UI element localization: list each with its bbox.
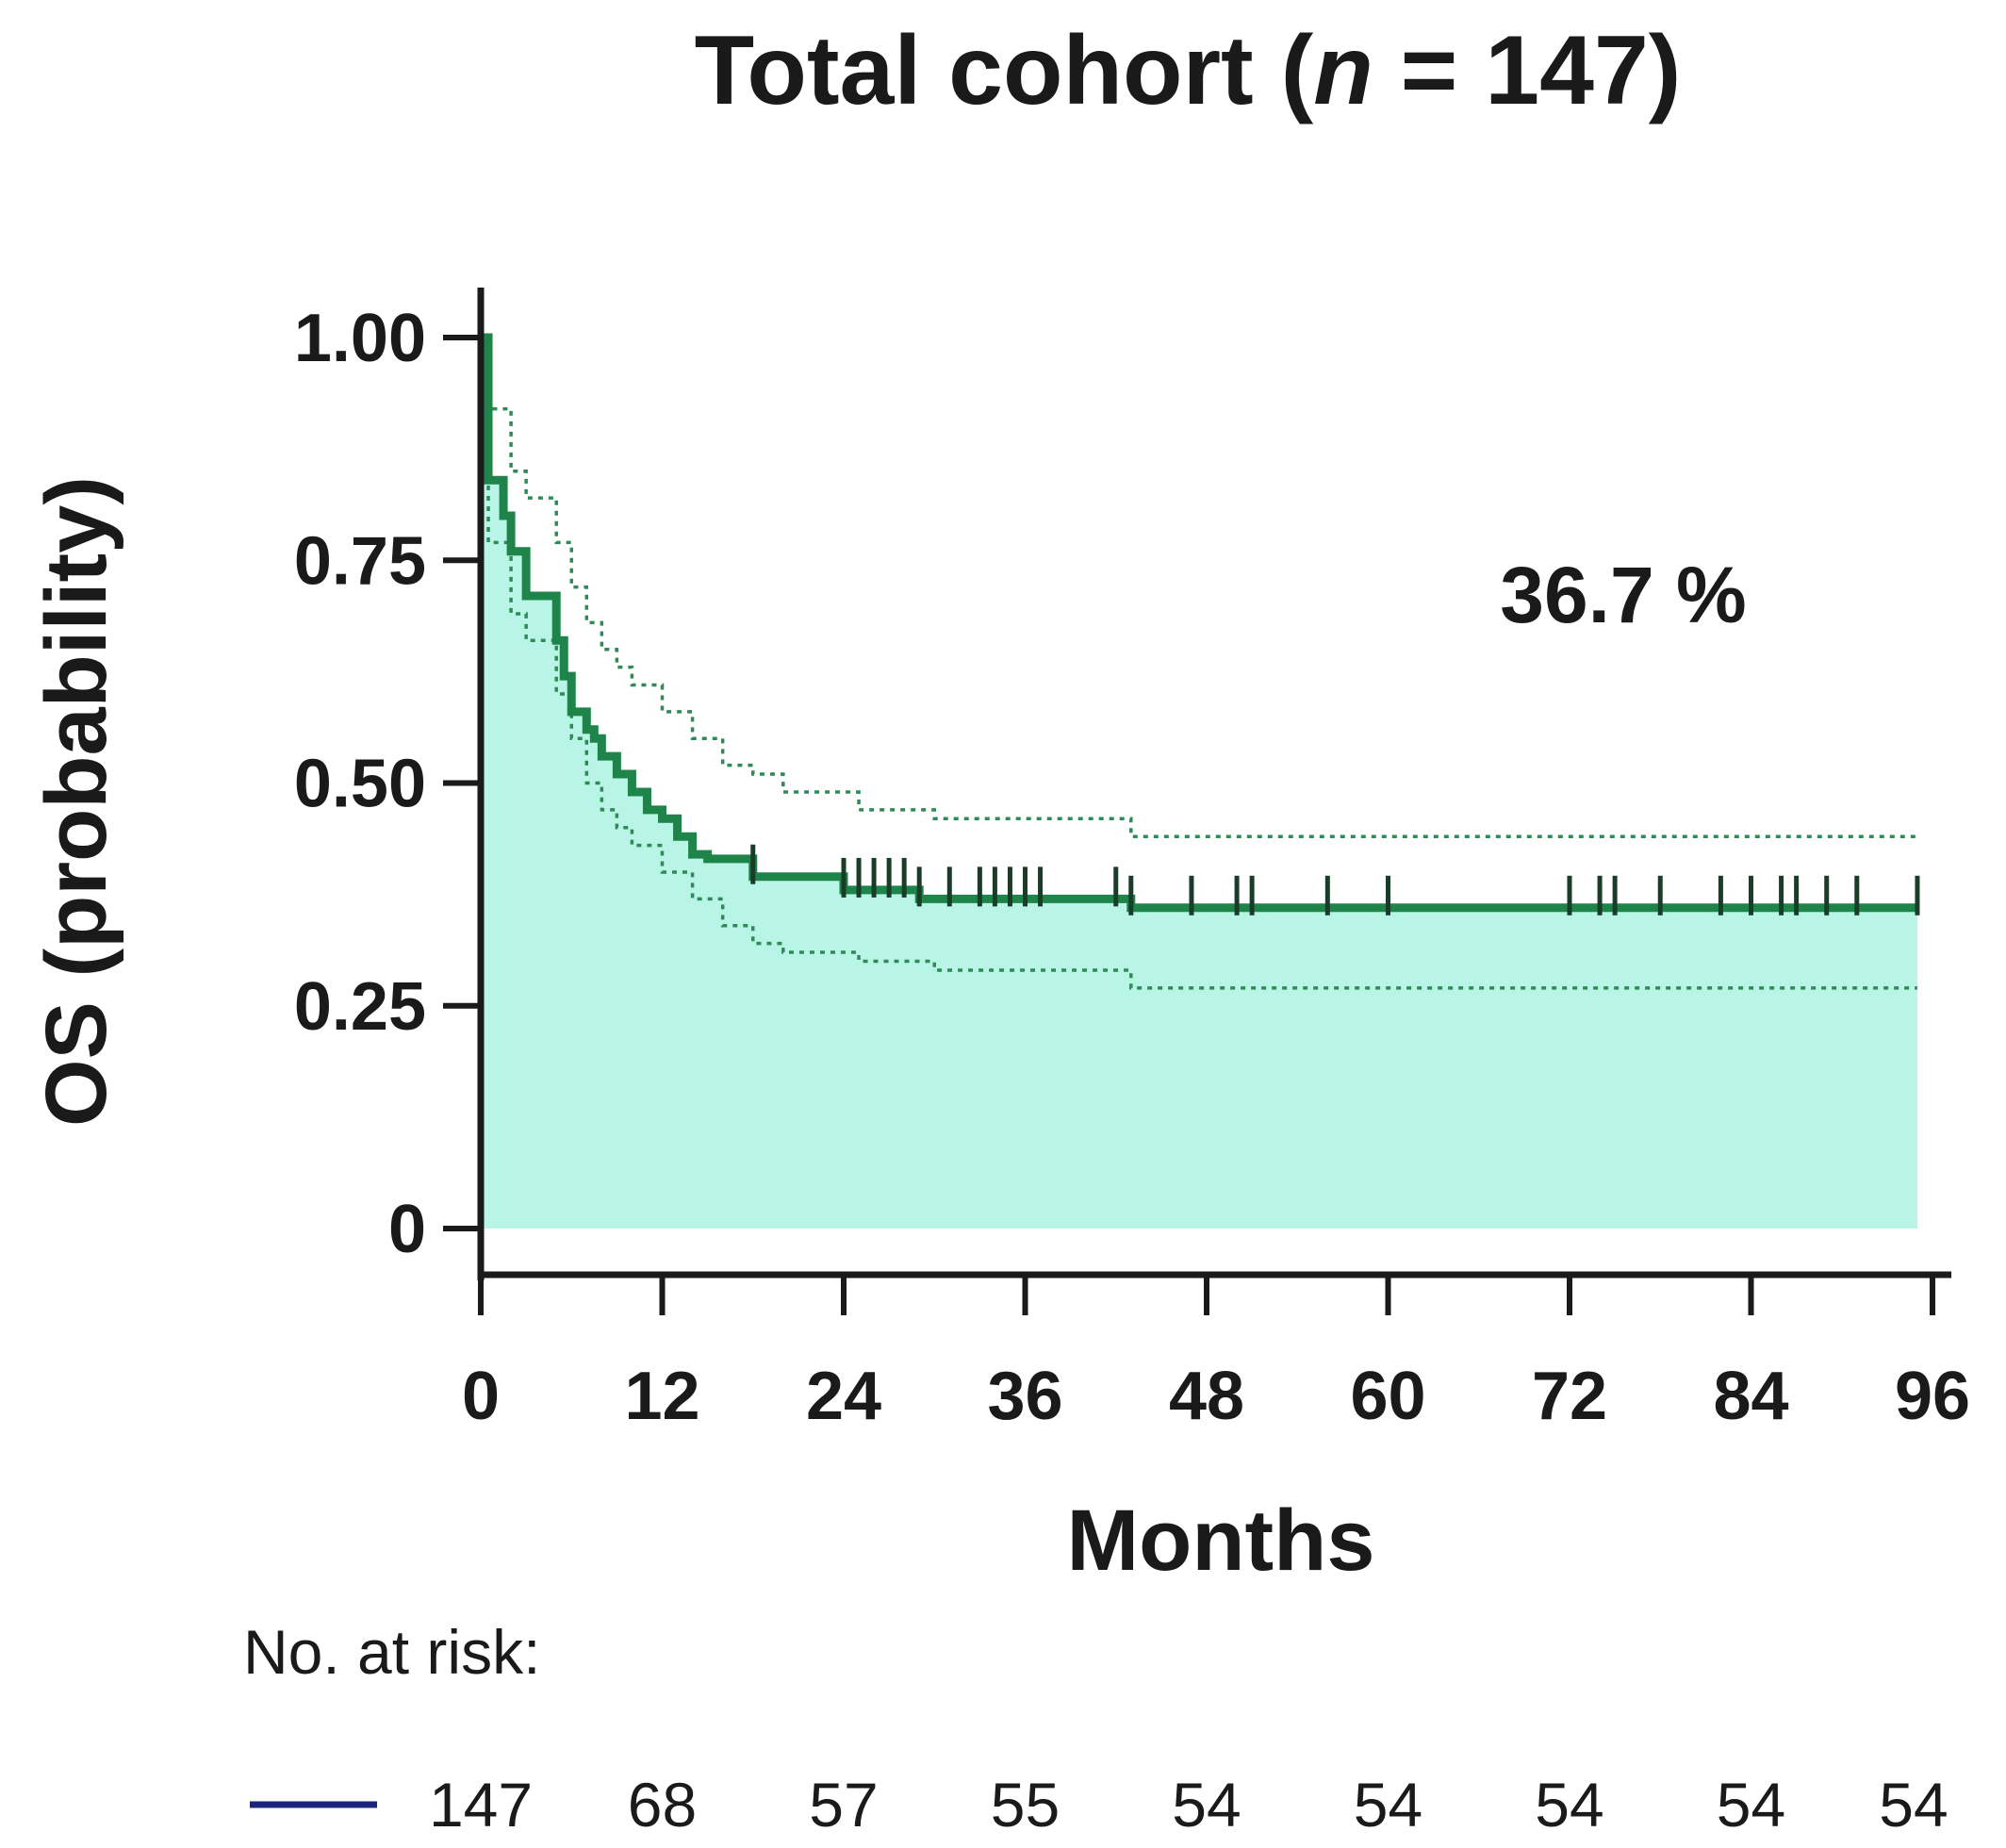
y-axis-label: OS (probability) — [28, 476, 124, 1127]
risk-count: 54 — [1717, 1770, 1785, 1840]
x-axis-ticks: 0 12 24 36 48 60 72 84 96 — [462, 1275, 1970, 1434]
censor-marks — [750, 844, 1920, 916]
risk-count: 54 — [1879, 1770, 1948, 1840]
risk-count: 57 — [809, 1770, 878, 1840]
risk-table-label: No. at risk: — [243, 1617, 540, 1687]
survival-area — [481, 338, 1917, 1229]
x-tick-label: 72 — [1532, 1359, 1607, 1434]
risk-count: 68 — [628, 1770, 697, 1840]
title-variable: n — [1313, 16, 1373, 125]
x-tick-label: 60 — [1350, 1359, 1425, 1434]
risk-count: 54 — [1354, 1770, 1422, 1840]
y-tick-label: 0.75 — [294, 523, 426, 599]
risk-count: 54 — [1172, 1770, 1241, 1840]
risk-count: 54 — [1535, 1770, 1603, 1840]
y-tick-label: 1.00 — [294, 301, 426, 376]
x-axis-label: Months — [1066, 1493, 1374, 1589]
risk-count: 55 — [991, 1770, 1060, 1840]
y-tick-label: 0.50 — [294, 747, 426, 822]
y-tick-label: 0.25 — [294, 969, 426, 1045]
y-axis-ticks: 0 0.25 0.50 0.75 1.00 — [294, 301, 481, 1267]
ci-upper-line — [481, 336, 1917, 838]
x-tick-label: 24 — [806, 1359, 881, 1434]
confidence-interval-lines — [481, 336, 1917, 990]
x-tick-label: 48 — [1169, 1359, 1244, 1434]
risk-counts: 147 68 57 55 54 54 54 54 54 — [429, 1770, 1948, 1840]
x-tick-label: 0 — [462, 1359, 500, 1434]
ci-lower-line — [481, 336, 1917, 990]
x-tick-label: 36 — [987, 1359, 1062, 1434]
survival-area-fill — [481, 338, 1917, 1229]
risk-count: 147 — [429, 1770, 533, 1840]
chart-title: Total cohort (n = 147) — [695, 16, 1682, 125]
survival-percent-annotation: 36.7 % — [1500, 551, 1747, 639]
x-tick-label: 12 — [624, 1359, 699, 1434]
y-tick-label: 0 — [388, 1192, 426, 1267]
title-prefix: Total cohort ( — [695, 16, 1314, 125]
x-tick-label: 84 — [1713, 1359, 1788, 1434]
title-suffix: = 147) — [1373, 16, 1682, 125]
x-tick-label: 96 — [1895, 1359, 1970, 1434]
